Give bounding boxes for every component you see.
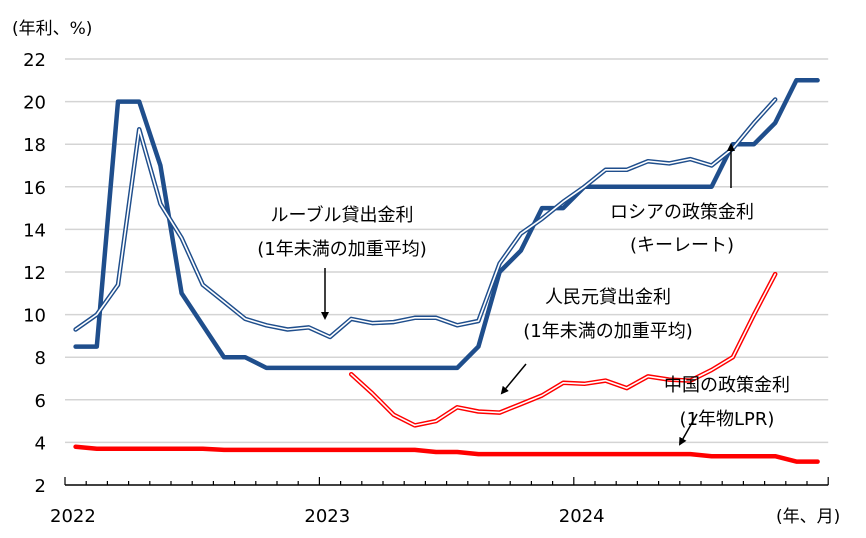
series-line-3 — [73, 444, 820, 464]
x-tick-label: 2024 — [559, 506, 605, 527]
gridlines — [65, 58, 829, 444]
x-tick-label: 2022 — [50, 506, 96, 527]
annotation-key-line2: (キーレート) — [630, 235, 734, 256]
annotation-yuan-line1: 人民元貸出金利 — [545, 287, 671, 308]
y-tick-label: 6 — [35, 391, 46, 412]
series-line-2-inner — [350, 273, 777, 427]
x-axis: 2022 2023 2024 — [50, 477, 829, 527]
x-tick-label: 2023 — [304, 506, 350, 527]
x-axis-unit-label: (年、月) — [776, 507, 840, 527]
annotation-ruble-line1: ルーブル貸出金利 — [271, 204, 414, 226]
y-tick-label: 2 — [35, 476, 46, 497]
y-tick-label: 18 — [23, 135, 46, 156]
y-tick-label: 12 — [23, 263, 46, 284]
y-tick-label: 16 — [23, 178, 46, 199]
series-line-0 — [73, 78, 820, 371]
annotation-lpr-line1: 中国の政策金利 — [664, 375, 790, 396]
annotation-key-line1: ロシアの政策金利 — [610, 202, 754, 223]
y-axis-unit-label: (年利、%) — [12, 19, 92, 39]
annotation-yuan-arrow — [500, 363, 527, 395]
series-line-1-inner — [74, 98, 777, 338]
y-tick-label: 8 — [35, 348, 46, 369]
y-tick-label: 4 — [35, 433, 46, 454]
annotation-ruble-line2: (1年未満の加重平均) — [257, 239, 427, 260]
y-tick-label: 14 — [23, 220, 46, 241]
y-tick-label: 20 — [23, 93, 46, 114]
y-tick-label: 10 — [23, 306, 46, 327]
annotation-yuan-line2: (1年未満の加重平均) — [523, 321, 693, 342]
series-lines — [73, 78, 820, 464]
y-axis-tick-labels: 2 4 6 8 10 12 14 16 18 20 22 — [23, 50, 46, 497]
annotation-lpr-arrow — [679, 413, 698, 446]
y-tick-label: 22 — [23, 50, 46, 71]
annotations: ルーブル貸出金利 (1年未満の加重平均) ロシアの政策金利 (キーレート) 人民元貸出金… — [257, 143, 790, 446]
annotation-lpr-line2: (1年物LPR) — [680, 409, 775, 430]
